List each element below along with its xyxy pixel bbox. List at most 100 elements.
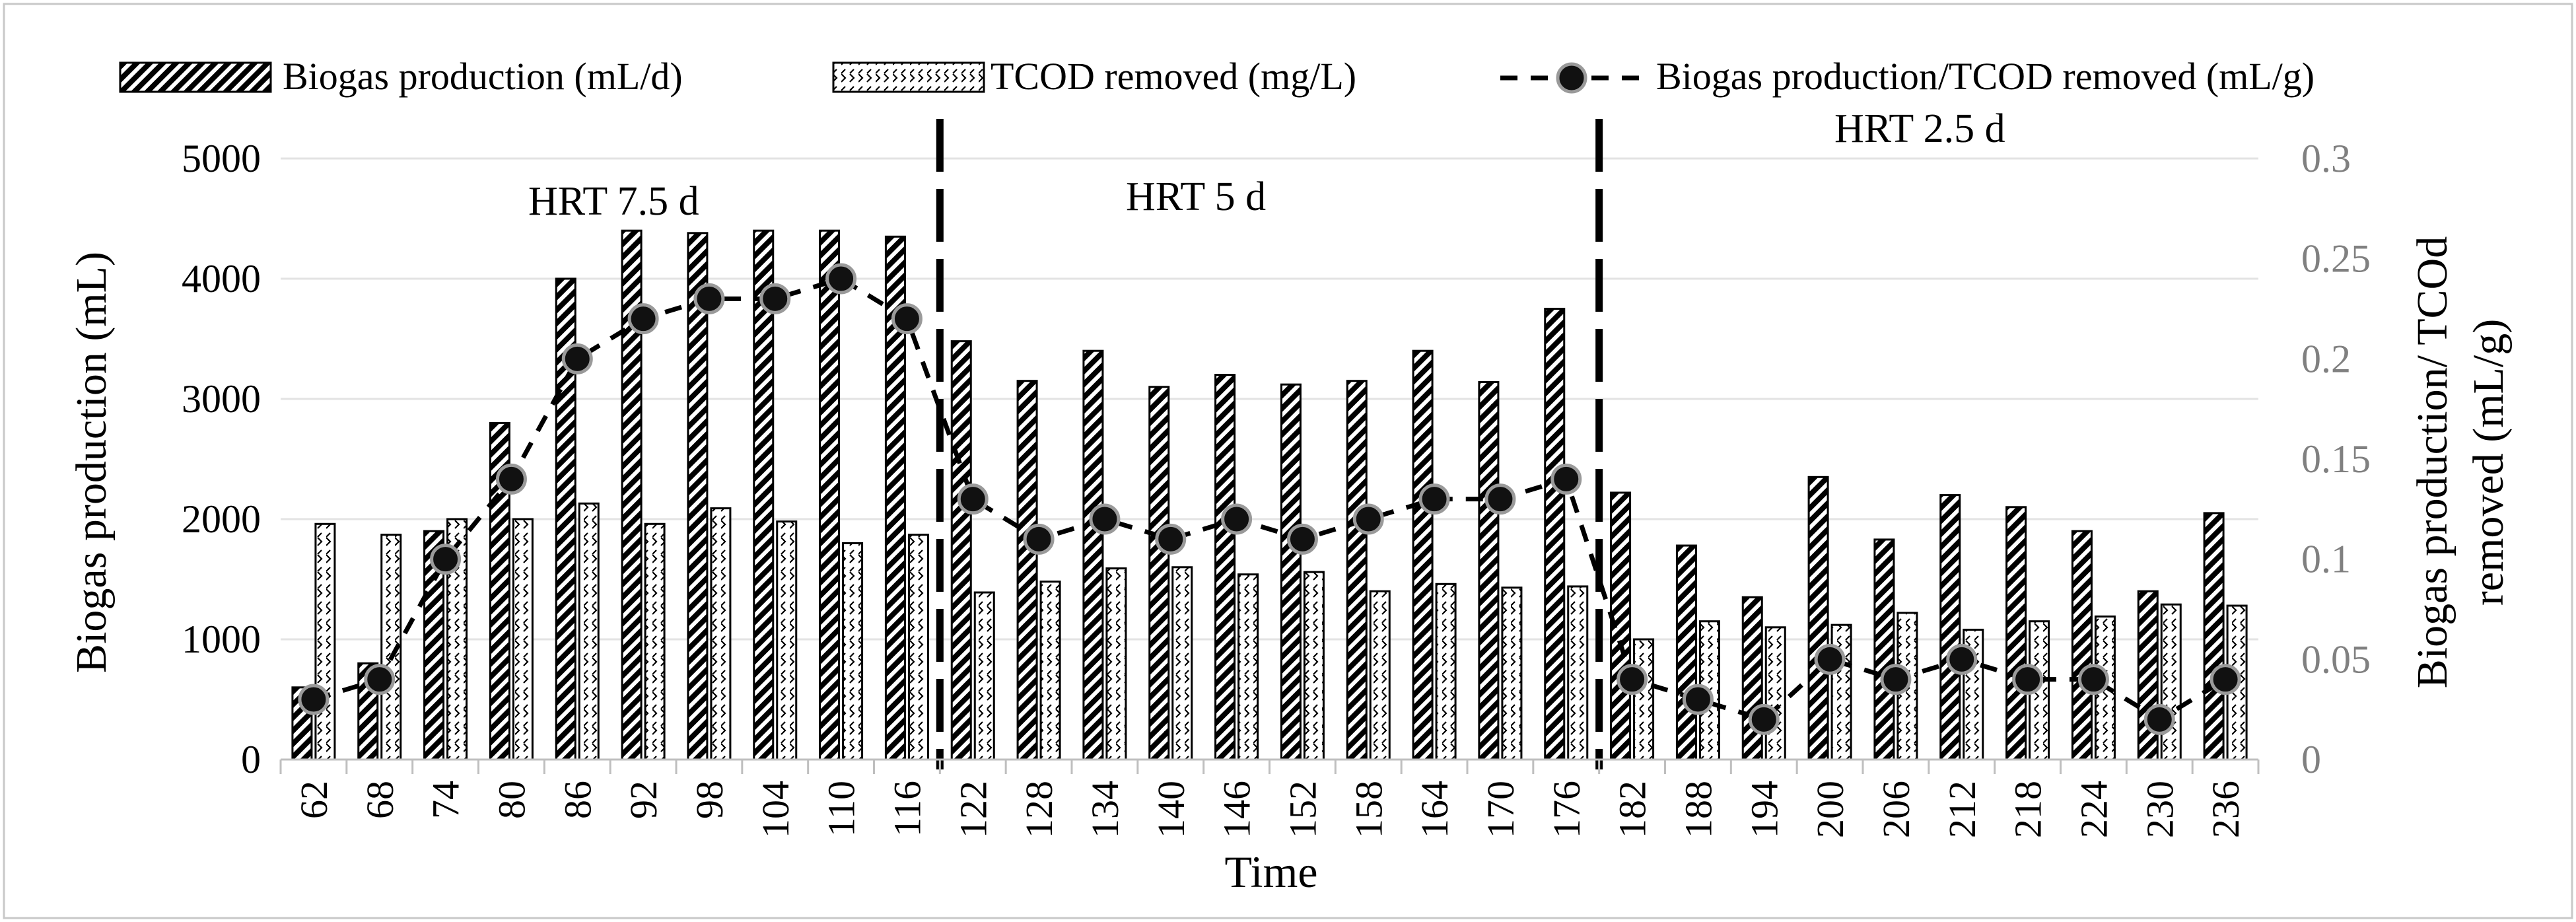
ratio-point [561, 343, 593, 374]
ratio-point [1484, 483, 1516, 515]
ratio-point [1089, 503, 1121, 535]
bar-tcod [1039, 581, 1061, 761]
bar-biogas [1939, 494, 1961, 761]
x-tick-label: 98 [688, 781, 731, 819]
bar-biogas [1346, 380, 1368, 761]
x-tick-label: 224 [2072, 781, 2115, 838]
x-tick-label: 230 [2138, 781, 2181, 838]
phase-dividers [936, 119, 1603, 769]
bar-biogas [2071, 530, 2093, 761]
x-tick-label: 92 [622, 781, 665, 819]
y-tick-label: 0 [241, 738, 261, 781]
bar-tcod [512, 518, 534, 761]
x-tick-label: 194 [1743, 781, 1786, 838]
bar-biogas [1082, 349, 1104, 761]
y2-tick-label: 0.25 [2301, 237, 2371, 281]
bar-tcod [907, 534, 929, 761]
ratio-point [2012, 664, 2044, 695]
ratio-point [1286, 523, 1318, 555]
y-tick-label: 3000 [182, 377, 261, 421]
y2-tick-label: 0.3 [2301, 137, 2351, 180]
ratio-point [759, 283, 791, 314]
bar-tcod [578, 502, 600, 761]
ratio-point [298, 684, 330, 715]
bar-tcod [1237, 573, 1259, 761]
ratio-point [2077, 664, 2109, 695]
y2-axis-title-line2: removed (mL/g) [2464, 319, 2513, 606]
bar-biogas [2203, 512, 2225, 761]
bar-biogas [2137, 590, 2159, 761]
bar-tcod [644, 522, 666, 761]
legend: Biogas production (mL/d) TCOD removed (m… [119, 55, 2315, 98]
bar-biogas [753, 229, 775, 761]
legend-swatch-biogas [119, 61, 272, 93]
ratio-point [1023, 523, 1055, 555]
bar-tcod [1105, 567, 1127, 761]
bar-biogas [1675, 544, 1697, 761]
bar-tcod [2160, 603, 2182, 761]
bar-tcod [842, 542, 864, 761]
bar-tcod [314, 522, 336, 761]
y-axis-title: Biogas production (mL) [67, 252, 116, 673]
ratio-point [1682, 684, 1714, 715]
bar-biogas [1741, 596, 1763, 761]
ratio-point [364, 664, 396, 695]
legend-label-biogas: Biogas production (mL/d) [283, 55, 683, 98]
y-tick-label: 2000 [182, 497, 261, 541]
x-tick-label: 122 [952, 781, 994, 838]
bar-biogas [1807, 476, 1829, 761]
x-tick-label: 146 [1216, 781, 1259, 838]
x-tick-label: 68 [359, 781, 401, 819]
bar-tcod [1303, 571, 1325, 761]
y2-tick-label: 0.15 [2301, 437, 2371, 481]
bars-group [291, 229, 2248, 761]
ratio-point [1814, 643, 1846, 675]
ratio-point [1550, 463, 1582, 495]
legend-label-ratio: Biogas production/TCOD removed (mL/g) [1656, 55, 2315, 98]
annotation-hrt-7-5: HRT 7.5 d [528, 179, 699, 224]
bar-biogas [819, 229, 841, 761]
bar-tcod [710, 507, 732, 761]
bar-tcod [1435, 583, 1457, 761]
x-tick-label: 110 [820, 781, 863, 837]
ratio-point [1946, 643, 1978, 675]
ratio-point [1155, 523, 1187, 555]
x-tick-label: 116 [886, 781, 928, 837]
x-tick-label: 200 [1809, 781, 1852, 838]
x-tick-label: 206 [1875, 781, 1918, 838]
x-tick-label: 104 [754, 781, 797, 838]
x-tick-label: 128 [1018, 781, 1061, 838]
x-tick-label: 74 [425, 781, 468, 819]
x-tick-label: 140 [1150, 781, 1193, 838]
ratio-point [627, 303, 659, 335]
legend-swatch-ratio-marker [1556, 62, 1587, 94]
ratio-line-group [298, 263, 2241, 735]
ratio-point [1352, 503, 1384, 535]
bar-biogas [1148, 386, 1170, 761]
bar-tcod [1501, 586, 1523, 761]
bar-biogas [1214, 374, 1236, 761]
x-tick-label: 80 [490, 781, 533, 819]
x-tick-label: 176 [1545, 781, 1588, 838]
bar-biogas [2005, 506, 2027, 761]
x-axis-title: Time [1224, 847, 1317, 897]
x-tick-label: 188 [1677, 781, 1720, 838]
x-tick-label: 164 [1413, 781, 1456, 838]
x-tick-label: 134 [1084, 781, 1127, 838]
ratio-point [495, 463, 527, 495]
bar-tcod [1171, 566, 1193, 761]
y2-axis-title-line1: Biogas production/ TCOd [2408, 236, 2456, 688]
bar-tcod [776, 520, 798, 761]
bar-biogas [1016, 380, 1038, 761]
y-tick-label: 4000 [182, 257, 261, 301]
y-tick-label: 5000 [182, 137, 261, 180]
ratio-point [430, 544, 462, 575]
bar-biogas [1280, 383, 1302, 761]
ratio-point [2210, 664, 2241, 695]
x-tick-label: 86 [556, 781, 599, 819]
y-tick-label: 1000 [182, 618, 261, 661]
ratio-point [1748, 703, 1780, 735]
bar-tcod [1633, 638, 1655, 761]
